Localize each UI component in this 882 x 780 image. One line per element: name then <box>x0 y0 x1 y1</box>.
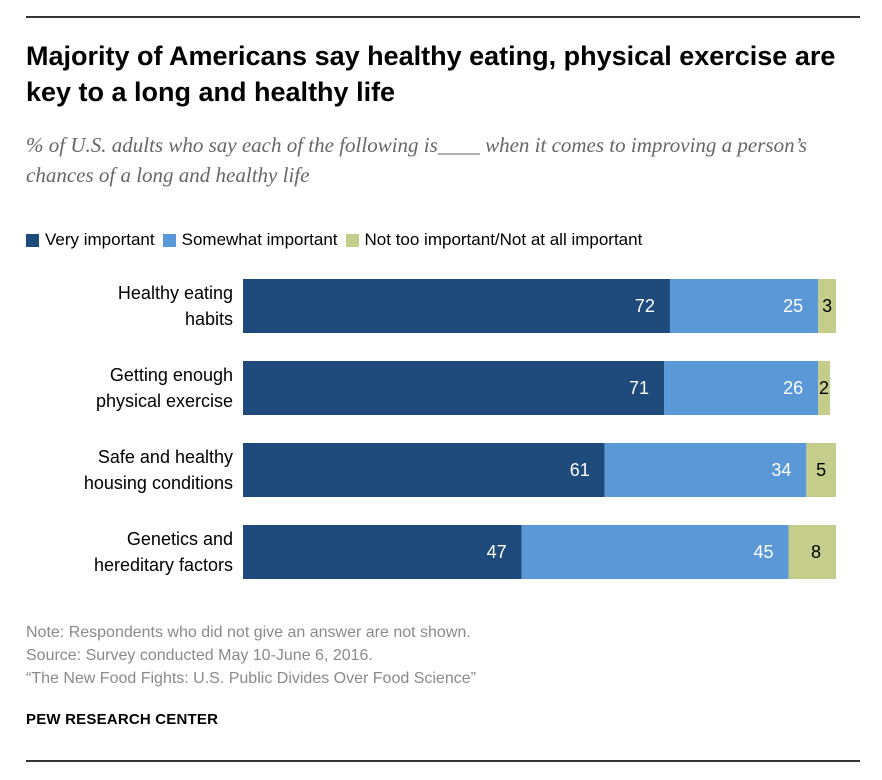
bottom-rule <box>26 760 860 762</box>
value-label-not-too-important-not-at-all-important-safe-and-healthy-housing-conditions: 5 <box>816 460 826 480</box>
bar-segment-very-important-healthy-eating-habits <box>243 279 670 333</box>
bar-segment-not-too-important-not-at-all-important-getting-enough-physical-exercise <box>818 361 831 415</box>
bar-segment-not-too-important-not-at-all-important-safe-and-healthy-housing-conditions <box>806 443 836 497</box>
bar-segment-very-important-safe-and-healthy-housing-conditions <box>243 443 605 497</box>
chart-legend: Very important Somewhat important Not to… <box>26 228 650 252</box>
value-label-not-too-important-not-at-all-important-getting-enough-physical-exercise: 2 <box>819 378 829 398</box>
value-label-very-important-healthy-eating-habits: 72 <box>635 296 655 316</box>
chart-notes: Note: Respondents who did not give an an… <box>26 621 476 690</box>
legend-swatch-not-important <box>345 233 359 247</box>
bar-segment-very-important-getting-enough-physical-exercise <box>243 361 665 415</box>
bar-segment-not-too-important-not-at-all-important-healthy-eating-habits <box>818 279 836 333</box>
category-label-healthy-eating-habits: Healthy eating habits <box>118 283 233 329</box>
note-line: Note: Respondents who did not give an an… <box>26 624 471 641</box>
value-label-somewhat-important-healthy-eating-habits: 25 <box>783 296 803 316</box>
value-label-not-too-important-not-at-all-important-genetics-and-hereditary-factors: 8 <box>811 542 821 562</box>
source-line: Source: Survey conducted May 10-June 6, … <box>26 647 373 664</box>
legend-swatch-very-important <box>26 233 39 247</box>
legend-item-somewhat-important: Somewhat important <box>162 230 338 250</box>
legend-label-not-important: Not too important/Not at all important <box>364 230 643 249</box>
value-label-very-important-genetics-and-hereditary-factors: 47 <box>487 542 507 562</box>
report-title-line: “The New Food Fights: U.S. Public Divide… <box>26 670 476 687</box>
top-rule <box>26 16 860 18</box>
category-label-genetics-and-hereditary-factors: Genetics and hereditary factors <box>94 529 233 575</box>
legend-label-somewhat-important: Somewhat important <box>181 230 338 249</box>
bar-segment-somewhat-important-getting-enough-physical-exercise <box>664 361 819 415</box>
legend-item-very-important: Very important <box>26 230 155 250</box>
pew-research-center-logo: PEW RESEARCH CENTER <box>26 711 219 728</box>
bar-segment-somewhat-important-genetics-and-hereditary-factors <box>521 525 789 579</box>
category-label-safe-and-healthy-housing-conditions: Safe and healthy housing conditions <box>84 447 233 493</box>
value-label-somewhat-important-getting-enough-physical-exercise: 26 <box>783 378 803 398</box>
bar-segment-not-too-important-not-at-all-important-genetics-and-hereditary-factors <box>788 525 836 579</box>
category-label-getting-enough-physical-exercise: Getting enough physical exercise <box>96 365 233 411</box>
bar-segment-somewhat-important-safe-and-healthy-housing-conditions <box>604 443 807 497</box>
bar-segment-somewhat-important-healthy-eating-habits <box>669 279 819 333</box>
value-label-very-important-safe-and-healthy-housing-conditions: 61 <box>570 460 590 480</box>
value-label-very-important-getting-enough-physical-exercise: 71 <box>629 378 649 398</box>
legend-item-not-important: Not too important/Not at all important <box>345 230 643 250</box>
legend-swatch-somewhat-important <box>162 233 176 247</box>
legend-label-very-important: Very important <box>45 230 155 249</box>
value-label-somewhat-important-safe-and-healthy-housing-conditions: 34 <box>771 460 791 480</box>
value-label-not-too-important-not-at-all-important-healthy-eating-habits: 3 <box>822 296 832 316</box>
value-label-somewhat-important-genetics-and-hereditary-factors: 45 <box>754 542 774 562</box>
chart-subtitle: % of U.S. adults who say each of the fol… <box>26 133 808 187</box>
bar-segment-very-important-genetics-and-hereditary-factors <box>243 525 522 579</box>
chart-title: Majority of Americans say healthy eating… <box>26 41 836 107</box>
